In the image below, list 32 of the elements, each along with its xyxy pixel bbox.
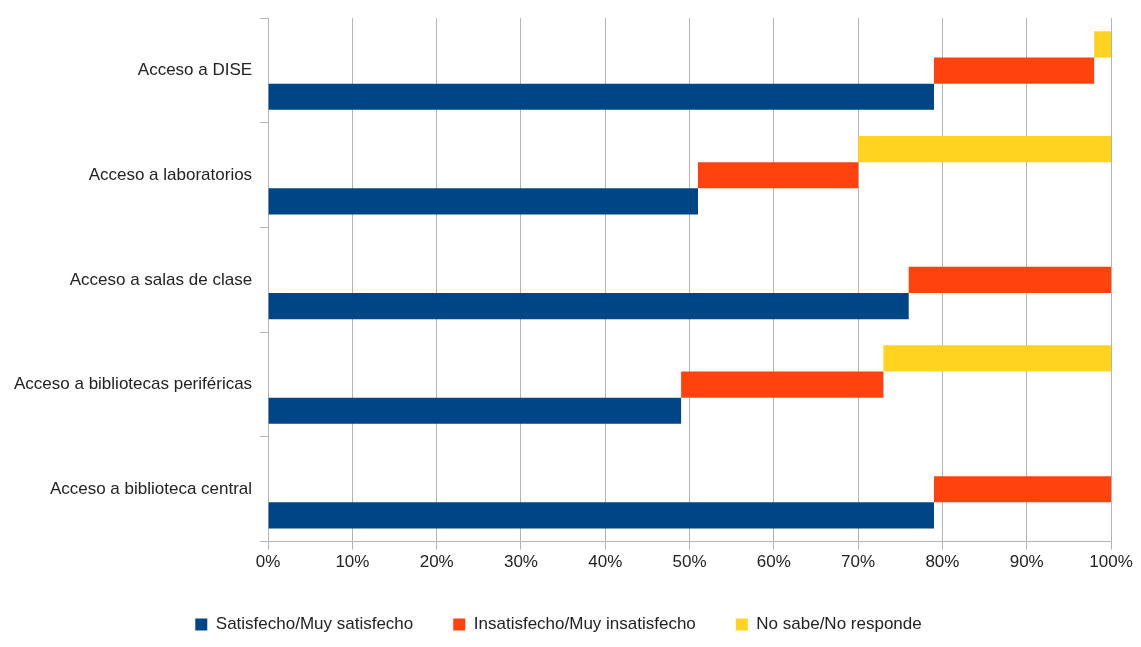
x-tick-label: 100% [1089,552,1133,572]
x-tick-label: 20% [419,552,454,572]
bar [933,57,1095,84]
x-tick-label: 50% [672,552,707,572]
bar [268,188,698,215]
bar [933,476,1111,503]
legend-label: Satisfecho/Muy satisfecho [215,614,414,634]
bar [858,135,1111,163]
x-tick-label: 0% [255,552,281,572]
y-tick-label: Acceso a salas de clase [69,269,253,289]
bar [268,502,934,529]
y-tick-label: Acceso a biblioteca central [49,478,253,498]
bar [908,266,1111,293]
bar [681,371,884,398]
y-tick-label: Acceso a bibliotecas periféricas [13,374,253,394]
bar [883,345,1111,372]
x-tick-label: 60% [756,552,791,572]
y-tick-label: Acceso a laboratorios [88,164,253,184]
bar [268,397,682,424]
x-tick-label: 80% [925,552,960,572]
y-tick-label: Acceso a DISE [137,60,253,80]
bar [268,292,909,320]
bar [697,162,859,189]
x-tick-label: 40% [588,552,623,572]
x-tick-label: 30% [503,552,538,572]
legend-label: Insatisfecho/Muy insatisfecho [473,614,696,634]
x-tick-label: 70% [841,552,876,572]
bar [1094,31,1111,58]
x-tick-label: 90% [1009,552,1044,572]
bar [268,83,934,110]
legend-label: No sabe/No responde [756,614,922,634]
x-tick-label: 10% [335,552,370,572]
